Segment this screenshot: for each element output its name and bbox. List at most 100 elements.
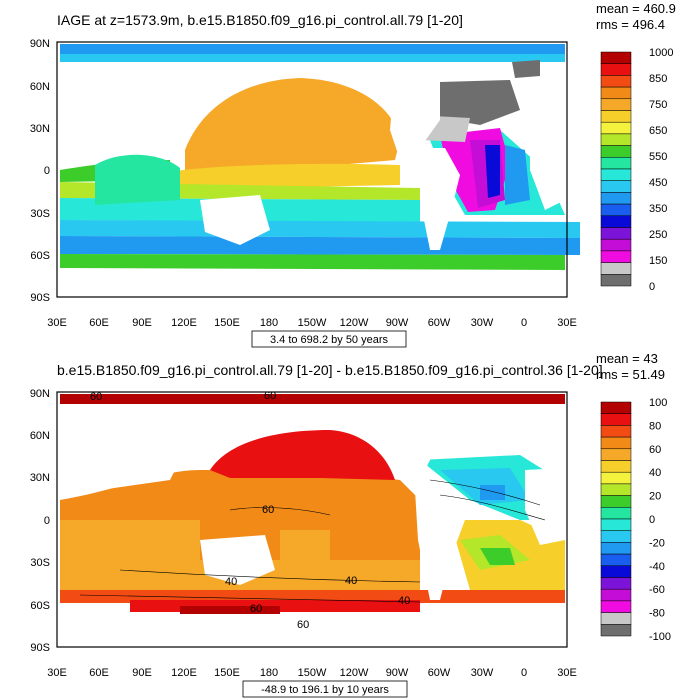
panel-2-lon-axis: 30E 60E 90E 120E 150E 180 150W 120W 90W …	[47, 667, 577, 679]
contour-label: 40	[225, 576, 237, 588]
panel-1-map	[57, 42, 580, 297]
colorbar-swatch	[601, 472, 631, 484]
colorbar-swatch	[601, 425, 631, 437]
lon-tick: 90W	[386, 667, 409, 679]
arctic-band	[60, 44, 565, 54]
colorbar-swatch	[601, 228, 631, 240]
colorbar-swatch	[601, 263, 631, 275]
panel-2-title: b.e15.B1850.f09_g16.pi_control.all.79 [1…	[57, 362, 603, 378]
lon-tick: 90E	[132, 317, 152, 329]
colorbar-swatch	[601, 437, 631, 449]
colorbar-label: 1000	[649, 47, 673, 59]
contour-label: 60	[90, 391, 102, 403]
lon-tick: 60W	[428, 667, 451, 679]
panel-1-lat-axis: 90N 60N 30N 0 30S 60S 90S	[30, 38, 50, 304]
contour-label: 60	[262, 504, 274, 516]
panel-1-contour-note: 3.4 to 698.2 by 50 years	[270, 334, 389, 346]
panel-2-mean: mean = 43	[596, 351, 658, 366]
colorbar-swatch	[601, 601, 631, 613]
lon-tick: 120E	[171, 667, 197, 679]
panel-2: b.e15.B1850.f09_g16.pi_control.all.79 [1…	[30, 351, 671, 697]
colorbar-label: -40	[649, 561, 665, 573]
lat-tick: 30S	[30, 557, 50, 569]
eurasia	[60, 404, 190, 490]
colorbar-label: 80	[649, 420, 661, 432]
lat-tick: 30S	[30, 208, 50, 220]
lon-tick: 120W	[340, 667, 369, 679]
lat-tick: 30N	[30, 472, 50, 484]
colorbar-swatch	[601, 75, 631, 87]
lon-tick: 0	[521, 317, 527, 329]
colorbar-swatch	[601, 146, 631, 158]
colorbar-swatch	[601, 496, 631, 508]
lat-tick: 60S	[30, 600, 50, 612]
colorbar-label: 0	[649, 281, 655, 293]
colorbar-swatch	[601, 624, 631, 636]
lon-tick: 150E	[214, 667, 240, 679]
lat-tick: 90S	[30, 642, 50, 654]
lon-tick: 150W	[298, 317, 327, 329]
colorbar-label: 100	[649, 397, 667, 409]
colorbar-swatch	[601, 484, 631, 496]
contour-label: 60	[297, 619, 309, 631]
colorbar-swatch	[601, 169, 631, 181]
arctic-band	[60, 394, 565, 404]
lon-tick: 180	[260, 317, 278, 329]
antarctica	[60, 270, 565, 297]
lon-tick: 180	[260, 667, 278, 679]
colorbar-swatch	[601, 542, 631, 554]
colorbar-swatch	[601, 192, 631, 204]
colorbar-label: 40	[649, 467, 661, 479]
colorbar-swatch	[601, 519, 631, 531]
panel-1-rms: rms = 496.4	[596, 17, 665, 32]
lat-tick: 0	[44, 165, 50, 177]
colorbar-swatch	[601, 589, 631, 601]
lon-tick: 30E	[557, 667, 577, 679]
colorbar-swatch	[601, 402, 631, 414]
panel-2-rms: rms = 51.49	[596, 367, 665, 382]
colorbar-label: -20	[649, 537, 665, 549]
contour-label: 40	[398, 595, 410, 607]
colorbar-swatch	[601, 578, 631, 590]
colorbar-swatch	[601, 507, 631, 519]
lat-tick: 60S	[30, 250, 50, 262]
colorbar-label: 350	[649, 203, 667, 215]
lat-tick: 90N	[30, 38, 50, 50]
panel-2-map: 60 40 40 40 60 60 60 60	[57, 390, 567, 647]
lon-tick: 30W	[471, 667, 494, 679]
lon-tick: 90E	[132, 667, 152, 679]
colorbar-swatch	[601, 274, 631, 286]
colorbar-label: -60	[649, 584, 665, 596]
colorbar-swatch	[601, 134, 631, 146]
colorbar-swatch	[601, 251, 631, 263]
lon-tick: 150E	[214, 317, 240, 329]
panel-1-colorbar: 10008507506505504503502501500	[601, 47, 673, 293]
contour-label: 60	[250, 603, 262, 615]
colorbar-swatch	[601, 204, 631, 216]
antarctica	[60, 614, 565, 647]
colorbar-swatch	[601, 181, 631, 193]
lon-tick: 90W	[386, 317, 409, 329]
colorbar-swatch	[601, 122, 631, 134]
colorbar-label: -80	[649, 608, 665, 620]
lat-tick: 0	[44, 515, 50, 527]
colorbar-swatch	[601, 449, 631, 461]
colorbar-label: 60	[649, 444, 661, 456]
colorbar-label: 750	[649, 99, 667, 111]
panel-1-title: IAGE at z=1573.9m, b.e15.B1850.f09_g16.p…	[57, 12, 463, 28]
colorbar-label: 0	[649, 514, 655, 526]
lon-tick: 60E	[89, 667, 109, 679]
colorbar-label: -100	[649, 631, 671, 643]
colorbar-label: 850	[649, 73, 667, 85]
colorbar-swatch	[601, 566, 631, 578]
colorbar-swatch	[601, 531, 631, 543]
lat-tick: 30N	[30, 123, 50, 135]
lat-tick: 90S	[30, 292, 50, 304]
colorbar-swatch	[601, 52, 631, 64]
panel-1: IAGE at z=1573.9m, b.e15.B1850.f09_g16.p…	[30, 1, 676, 347]
colorbar-label: 20	[649, 491, 661, 503]
colorbar-label: 450	[649, 177, 667, 189]
panel-2-contour-note: -48.9 to 196.1 by 10 years	[261, 684, 389, 696]
lon-tick: 60E	[89, 317, 109, 329]
colorbar-swatch	[601, 461, 631, 473]
